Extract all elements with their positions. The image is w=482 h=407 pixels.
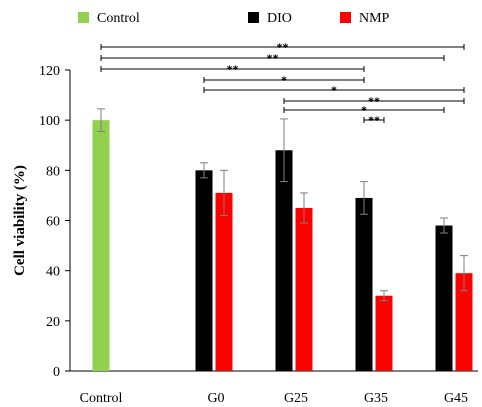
y-tick-label: 120 — [39, 64, 60, 79]
y-tick-label: 20 — [46, 315, 60, 330]
x-tick-label: G35 — [364, 391, 388, 406]
significance-label: ** — [227, 62, 239, 76]
significance-label: ** — [368, 94, 380, 108]
bar-nmp-g0 — [215, 192, 233, 371]
bar-dio-g0 — [195, 170, 213, 371]
significance-label: ** — [368, 113, 380, 127]
y-tick-label: 40 — [46, 265, 60, 280]
significance-bracket: * — [203, 73, 365, 87]
y-tick-label: 0 — [53, 365, 60, 380]
significance-bracket: ** — [100, 51, 445, 65]
bar-nmp-g35 — [375, 295, 393, 371]
bar-nmp-g45 — [455, 273, 473, 371]
legend: Control DIO NMP — [78, 11, 390, 26]
significance-bracket: * — [283, 103, 445, 117]
significance-label: ** — [277, 40, 289, 54]
significance-bracket: ** — [363, 113, 385, 127]
bar-dio-g45 — [435, 225, 453, 371]
x-tick-label: G45 — [444, 391, 468, 406]
x-tick-label: Control — [80, 391, 123, 406]
significance-bracket: ** — [100, 40, 465, 54]
bar-nmp-g25 — [295, 207, 313, 371]
legend-swatch-control — [78, 12, 89, 23]
bar-control-control — [92, 120, 110, 372]
legend-label-dio: DIO — [267, 11, 292, 26]
legend-swatch-nmp — [340, 12, 351, 23]
significance-bracket: ** — [100, 62, 365, 76]
axes: 0 20 40 60 80 100 120 — [39, 64, 478, 380]
significance-bracket: * — [203, 83, 465, 97]
significance-label: ** — [267, 51, 279, 65]
bars — [92, 120, 473, 372]
x-tick-label: G25 — [284, 391, 308, 406]
y-tick-label: 100 — [39, 114, 60, 129]
error-bars — [97, 108, 468, 302]
y-tick-label: 80 — [46, 164, 60, 179]
legend-label-nmp: NMP — [359, 11, 390, 26]
legend-label-control: Control — [97, 11, 140, 26]
significance-label: * — [361, 103, 367, 117]
bar-dio-g35 — [355, 197, 373, 371]
y-tick-label: 60 — [46, 215, 60, 230]
x-tick-label: G0 — [207, 391, 224, 406]
y-axis-label: Cell viability (%) — [12, 165, 28, 276]
significance-label: * — [281, 73, 287, 87]
bar-dio-g25 — [275, 150, 293, 371]
significance-label: * — [331, 83, 337, 97]
significance-bracket: ** — [283, 94, 465, 108]
axis-labels: Cell viability (%) Control G0 G25 G35 G45 — [12, 165, 468, 406]
significance-brackets: ************* — [100, 40, 465, 127]
legend-swatch-dio — [248, 12, 259, 23]
